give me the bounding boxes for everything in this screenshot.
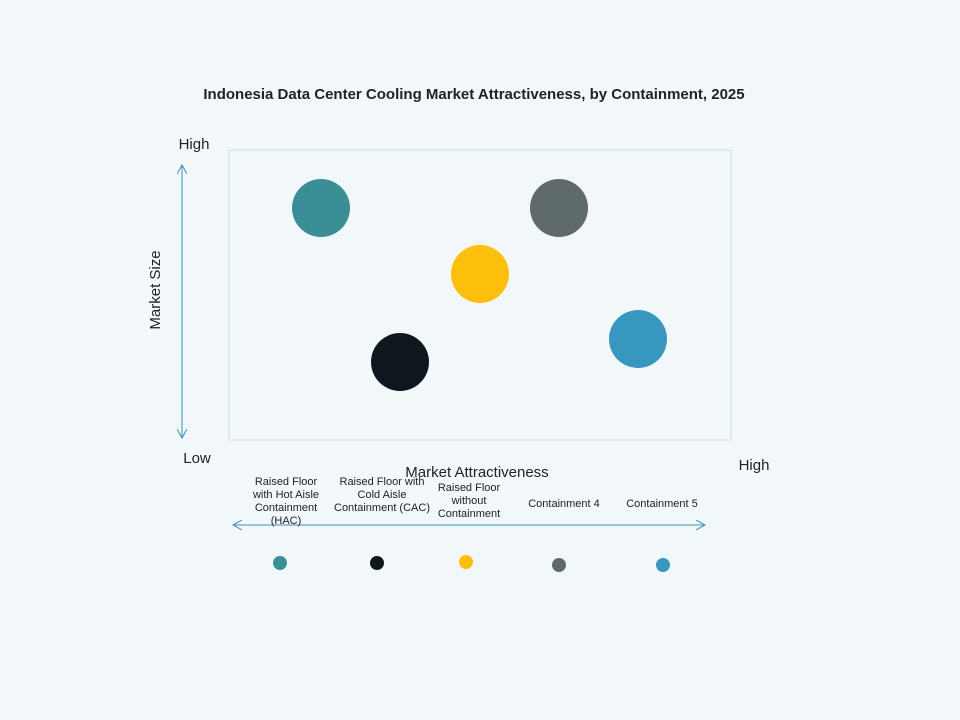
bubble: [292, 179, 350, 237]
y-axis-label: Market Size: [147, 250, 164, 329]
legend-dot: [552, 558, 566, 572]
legend-label: Raised Floor without Containment: [437, 482, 501, 520]
chart-title: Indonesia Data Center Cooling Market Att…: [203, 86, 744, 103]
legend-label: Raised Floor with Cold Aisle Containment…: [334, 476, 430, 514]
legend-dot: [459, 555, 473, 569]
legend-dot: [656, 558, 670, 572]
bubble: [609, 310, 667, 368]
x-axis-label: Market Attractiveness: [405, 464, 548, 481]
legend-label: Containment 4: [528, 498, 600, 510]
legend-label: Containment 5: [626, 498, 698, 510]
y-low-label: Low: [183, 450, 211, 467]
legend-label: Raised Floor with Hot Aisle Containment …: [252, 476, 320, 527]
bubble: [371, 333, 429, 391]
plot-area: [228, 149, 732, 441]
legend-dot: [273, 556, 287, 570]
bubble: [530, 179, 588, 237]
bubble: [451, 245, 509, 303]
y-high-label: High: [179, 136, 210, 153]
x-high-label: High: [739, 457, 770, 474]
legend-dot: [370, 556, 384, 570]
